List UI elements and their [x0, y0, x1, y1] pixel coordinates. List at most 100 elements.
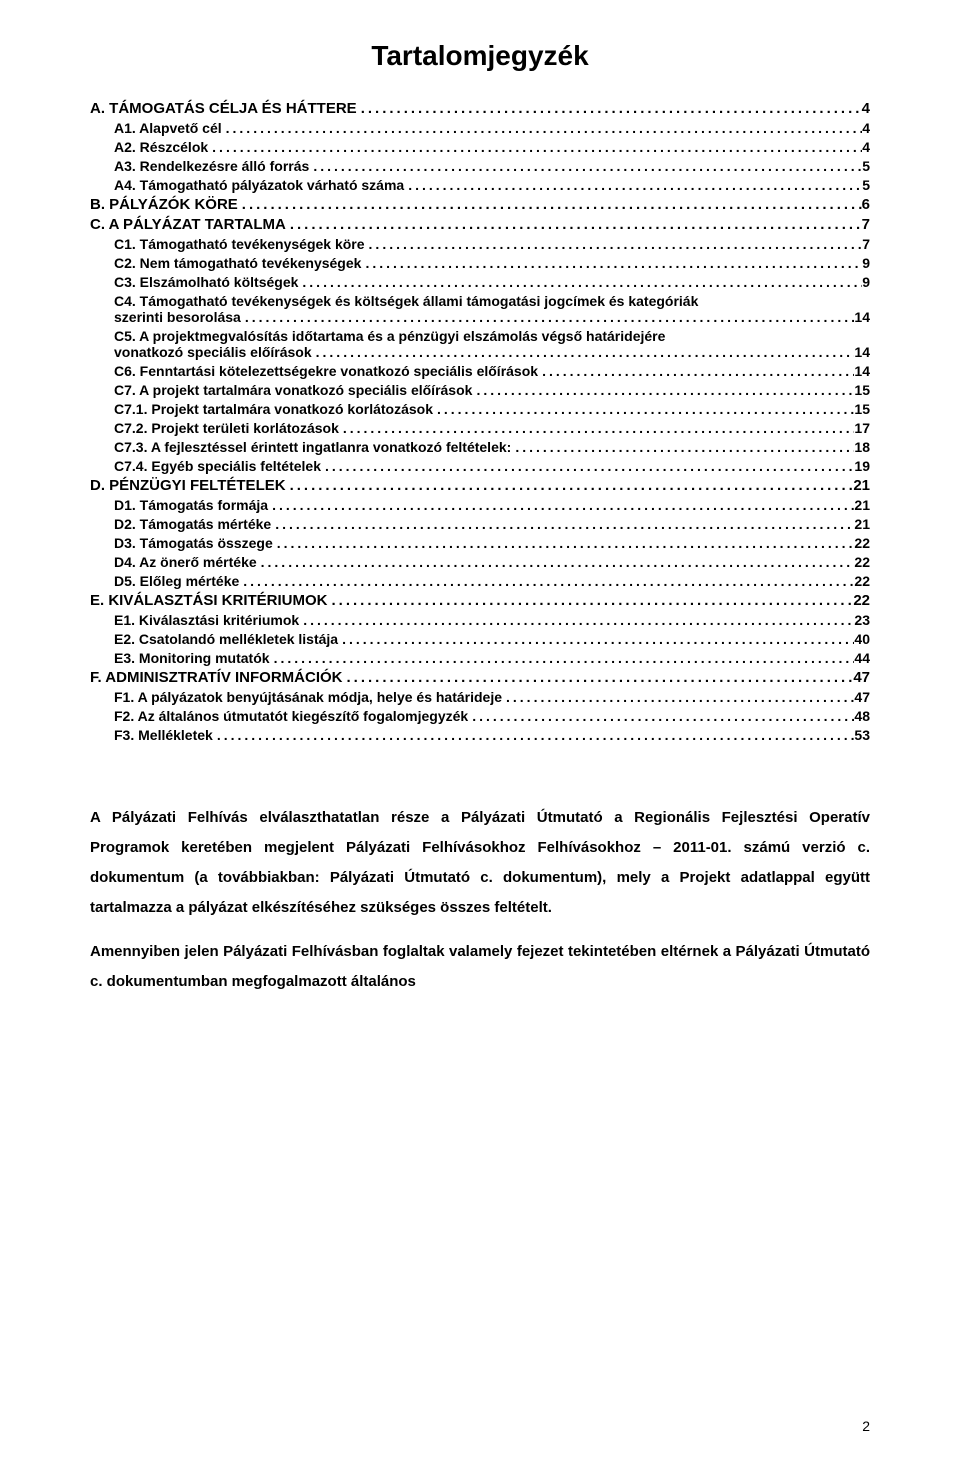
toc-page: 18 — [854, 439, 870, 455]
toc-row: C7.4. Egyéb speciális feltételek........… — [90, 458, 870, 474]
toc-label: C1. Támogatható tevékenységek köre — [114, 236, 365, 252]
toc-row: C7.1. Projekt tartalmára vonatkozó korlá… — [90, 401, 870, 417]
toc-page: 14 — [854, 309, 870, 325]
toc-row: D. PÉNZÜGYI FELTÉTELEK..................… — [90, 477, 870, 494]
toc-page: 17 — [854, 420, 870, 436]
toc-label: A2. Részcélok — [114, 139, 208, 155]
toc-page: 4 — [862, 120, 870, 136]
toc-leader: ........................................… — [361, 255, 862, 271]
toc-leader: ........................................… — [321, 458, 854, 474]
toc-page: 4 — [862, 139, 870, 155]
toc-page: 5 — [862, 177, 870, 193]
toc-label: C5. A projektmegvalósítás időtartama és … — [114, 328, 870, 344]
toc-row: E1. Kiválasztási kritériumok............… — [90, 612, 870, 628]
toc-label: C3. Elszámolható költségek — [114, 274, 298, 290]
toc-page: 14 — [854, 344, 870, 360]
toc-leader: ........................................… — [208, 139, 862, 155]
toc-page: 19 — [854, 458, 870, 474]
page-container: Tartalomjegyzék A. TÁMOGATÁS CÉLJA ÉS HÁ… — [0, 0, 960, 1464]
toc-row: D4. Az önerő mértéke....................… — [90, 554, 870, 570]
toc-page: 23 — [854, 612, 870, 628]
toc-page: 21 — [854, 516, 870, 532]
toc-row: C3. Elszámolható költségek..............… — [90, 274, 870, 290]
toc-label: A1. Alapvető cél — [114, 120, 222, 136]
toc-leader: ........................................… — [365, 236, 863, 252]
toc-label: D5. Előleg mértéke — [114, 573, 239, 589]
toc-label: E2. Csatolandó mellékletek listája — [114, 631, 338, 647]
toc-leader: ........................................… — [357, 100, 862, 117]
toc-page: 7 — [862, 216, 870, 233]
toc-row: D5. Előleg mértéke......................… — [90, 573, 870, 589]
toc-row: A. TÁMOGATÁS CÉLJA ÉS HÁTTERE...........… — [90, 100, 870, 117]
toc-page: 22 — [854, 535, 870, 551]
toc-label: D1. Támogatás formája — [114, 497, 268, 513]
toc-row: D3. Támogatás összege...................… — [90, 535, 870, 551]
toc-row: F3. Mellékletek.........................… — [90, 727, 870, 743]
toc-leader: ........................................… — [502, 689, 854, 705]
toc-leader: ........................................… — [538, 363, 854, 379]
toc-leader: ........................................… — [271, 516, 854, 532]
toc-leader: ........................................… — [222, 120, 863, 136]
toc-page: 7 — [862, 236, 870, 252]
toc-leader: ........................................… — [238, 196, 862, 213]
body-text: A Pályázati Felhívás elválaszthatatlan r… — [90, 803, 870, 997]
toc-page: 9 — [862, 255, 870, 271]
toc-leader: ........................................… — [511, 439, 854, 455]
toc-label: D2. Támogatás mértéke — [114, 516, 271, 532]
toc-leader: ........................................… — [312, 344, 855, 360]
toc-leader: ........................................… — [239, 573, 854, 589]
toc-label: C7.1. Projekt tartalmára vonatkozó korlá… — [114, 401, 433, 417]
toc-label: C7.3. A fejlesztéssel érintett ingatlanr… — [114, 439, 511, 455]
toc-page: 6 — [862, 196, 870, 213]
toc-label: C. A PÁLYÁZAT TARTALMA — [90, 216, 286, 233]
toc-label: C7.4. Egyéb speciális feltételek — [114, 458, 321, 474]
toc-label: A. TÁMOGATÁS CÉLJA ÉS HÁTTERE — [90, 100, 357, 117]
toc-page: 40 — [854, 631, 870, 647]
toc-row: C6. Fenntartási kötelezettségekre vonatk… — [90, 363, 870, 379]
toc-label: F1. A pályázatok benyújtásának módja, he… — [114, 689, 502, 705]
toc-leader: ........................................… — [241, 309, 855, 325]
toc-leader: ........................................… — [273, 535, 855, 551]
toc-page: 47 — [853, 669, 870, 686]
toc-page: 5 — [862, 158, 870, 174]
toc-row: F2. Az általános útmutatót kiegészítő fo… — [90, 708, 870, 724]
toc-page: 15 — [854, 401, 870, 417]
toc-row: A4. Támogatható pályázatok várható száma… — [90, 177, 870, 193]
toc-page: 47 — [854, 689, 870, 705]
toc-page: 14 — [854, 363, 870, 379]
toc-label: C7.2. Projekt területi korlátozások — [114, 420, 339, 436]
toc-page: 21 — [854, 497, 870, 513]
toc-row: A3. Rendelkezésre álló forrás...........… — [90, 158, 870, 174]
page-number: 2 — [862, 1418, 870, 1434]
toc-label-tail: szerinti besorolása — [114, 309, 241, 325]
toc-page: 22 — [854, 554, 870, 570]
toc-row: C7.2. Projekt területi korlátozások.....… — [90, 420, 870, 436]
toc-leader: ........................................… — [286, 216, 862, 233]
toc-leader: ........................................… — [213, 727, 855, 743]
toc-leader: ........................................… — [270, 650, 855, 666]
toc-page: 22 — [853, 592, 870, 609]
body-paragraph-2: Amennyiben jelen Pályázati Felhívásban f… — [90, 937, 870, 997]
doc-title: Tartalomjegyzék — [90, 40, 870, 72]
toc-leader: ........................................… — [472, 382, 854, 398]
body-paragraph-1: A Pályázati Felhívás elválaszthatatlan r… — [90, 803, 870, 923]
toc-leader: ........................................… — [338, 631, 854, 647]
toc-label: C7. A projekt tartalmára vonatkozó speci… — [114, 382, 472, 398]
toc-leader: ........................................… — [468, 708, 854, 724]
toc-leader: ........................................… — [309, 158, 862, 174]
toc: A. TÁMOGATÁS CÉLJA ÉS HÁTTERE...........… — [90, 100, 870, 743]
toc-row: E2. Csatolandó mellékletek listája......… — [90, 631, 870, 647]
toc-label: F3. Mellékletek — [114, 727, 213, 743]
toc-page: 9 — [862, 274, 870, 290]
toc-leader: ........................................… — [433, 401, 854, 417]
toc-label: F. ADMINISZTRATÍV INFORMÁCIÓK — [90, 669, 342, 686]
toc-row: D2. Támogatás mértéke...................… — [90, 516, 870, 532]
toc-row: C2. Nem támogatható tevékenységek.......… — [90, 255, 870, 271]
toc-leader: ........................................… — [339, 420, 855, 436]
toc-row: C4. Támogatható tevékenységek és költség… — [90, 293, 870, 325]
toc-row: C7. A projekt tartalmára vonatkozó speci… — [90, 382, 870, 398]
toc-label: F2. Az általános útmutatót kiegészítő fo… — [114, 708, 468, 724]
toc-row: C1. Támogatható tevékenységek köre......… — [90, 236, 870, 252]
toc-page: 4 — [862, 100, 870, 117]
toc-leader: ........................................… — [299, 612, 854, 628]
